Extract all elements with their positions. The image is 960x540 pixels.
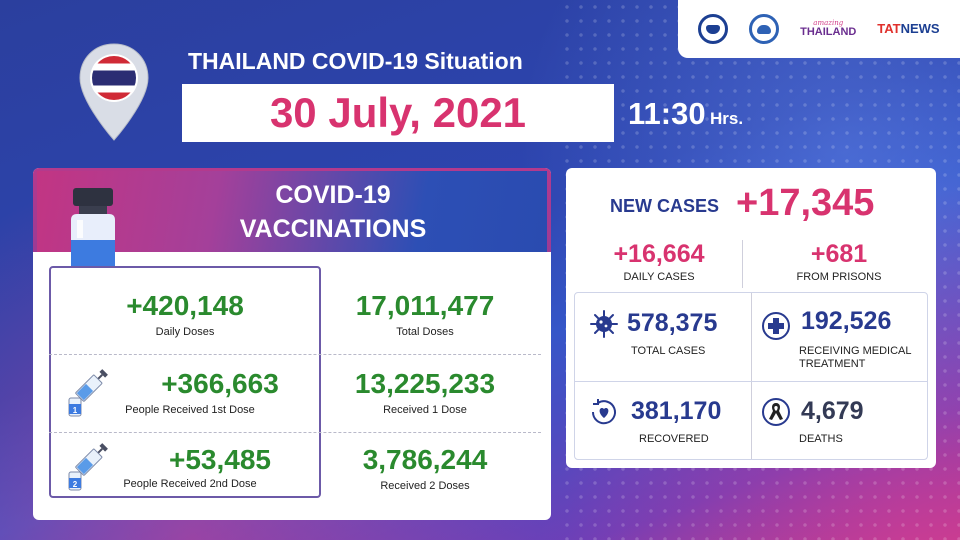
total-cases-label: TOTAL CASES — [631, 345, 706, 357]
ministry-seal-logo — [749, 14, 780, 44]
column-divider — [742, 240, 743, 288]
treatment-value-cell: 192,526 — [801, 307, 891, 335]
treatment-value: 192,526 — [801, 307, 892, 335]
daily-doses-cell: +420,148 Daily Doses — [65, 290, 305, 338]
amazing-thailand-logo: amazing THAILAND — [800, 20, 856, 38]
time-value: 11:30 — [628, 96, 706, 131]
second-dose-daily-label-cell: People Received 2nd Dose — [55, 478, 325, 490]
daily-cases-value: +16,664 — [613, 240, 705, 268]
daily-doses-label: Daily Doses — [155, 326, 215, 338]
amazing-logo-small: amazing — [813, 19, 844, 27]
new-cases-value: +17,345 — [736, 182, 875, 224]
recovered-value: 381,170 — [631, 397, 722, 425]
deaths-value-cell: 4,679 — [801, 397, 864, 425]
daily-cases-cell: +16,664 DAILY CASES — [574, 240, 744, 283]
second-dose-daily-label: People Received 2nd Dose — [123, 478, 257, 490]
total-doses-label: Total Doses — [396, 326, 454, 338]
deaths-label-cell: DEATHS — [799, 433, 843, 446]
logo-bar: amazing THAILAND TATNEWS — [678, 0, 960, 58]
first-dose-daily-label-cell: People Received 1st Dose — [55, 404, 325, 416]
second-dose-total-cell: 3,786,244 Received 2 Doses — [305, 444, 545, 492]
prison-cases-label: FROM PRISONS — [796, 271, 882, 283]
report-date: 30 July, 2021 — [269, 89, 527, 136]
recovered-value-cell: 381,170 — [631, 397, 721, 425]
second-dose-total-label: Received 2 Doses — [380, 480, 470, 492]
report-time: 11:30 Hrs. — [628, 96, 743, 132]
vaccinations-title-line2: VACCINATIONS — [239, 215, 427, 243]
grid-row-divider — [575, 381, 927, 382]
tat-news-logo: TATNEWS — [877, 22, 939, 37]
daily-doses-value: +420,148 — [126, 290, 244, 321]
vaccinations-header — [33, 168, 551, 252]
recovered-label: RECOVERED — [639, 433, 709, 445]
vaccinations-title: COVID-19 VACCINATIONS — [173, 178, 493, 246]
date-box: 30 July, 2021 — [182, 84, 614, 142]
first-dose-total-cell: 13,225,233 Received 1 Dose — [305, 368, 545, 416]
total-cases-label-cell: TOTAL CASES — [631, 345, 705, 358]
news-logo-text: NEWS — [900, 20, 940, 36]
deaths-label: DEATHS — [799, 433, 843, 445]
cases-stats-grid: 578,375 TOTAL CASES 192,526 RECEIVING ME… — [574, 292, 928, 460]
medical-cross-icon — [762, 312, 790, 340]
treatment-label-line2: TREATMENT — [799, 358, 866, 370]
daily-cases-label: DAILY CASES — [623, 271, 695, 283]
total-cases-value-cell: 578,375 — [627, 309, 717, 337]
syringe-first-dose-icon: 1 — [68, 369, 108, 417]
row-divider — [49, 432, 541, 433]
second-dose-total-value: 3,786,244 — [362, 444, 488, 475]
first-dose-daily-value: +366,663 — [161, 368, 279, 399]
treatment-label-line1: RECEIVING MEDICAL — [799, 345, 912, 357]
tat-logo-text: TAT — [877, 20, 901, 36]
treatment-label-cell: RECEIVING MEDICAL TREATMENT — [799, 345, 911, 371]
first-dose-badge: 1 — [73, 406, 78, 415]
total-cases-value: 578,375 — [627, 309, 718, 337]
new-cases-label: NEW CASES — [610, 196, 720, 216]
vaccine-vial-icon — [71, 188, 115, 268]
time-unit: Hrs. — [710, 109, 744, 128]
prison-cases-cell: +681 FROM PRISONS — [754, 240, 924, 283]
page-title: THAILAND COVID-19 Situation — [188, 48, 523, 74]
vaccinations-title-line1: COVID-19 — [275, 181, 391, 209]
prison-cases-value: +681 — [810, 240, 868, 268]
total-doses-value: 17,011,477 — [355, 290, 495, 321]
first-dose-total-label: Received 1 Dose — [383, 404, 467, 416]
second-dose-daily-cell: +53,485 — [125, 444, 315, 476]
virus-icon — [590, 310, 618, 338]
first-dose-total-value: 13,225,233 — [354, 368, 496, 399]
vaccinations-panel: COVID-19 VACCINATIONS +420,148 Daily Dos… — [33, 168, 551, 520]
government-seal-logo — [698, 14, 729, 44]
first-dose-daily-cell: +366,663 — [125, 368, 315, 400]
row-divider — [49, 354, 541, 355]
recovered-heart-icon — [591, 399, 616, 425]
cases-panel: NEW CASES +17,345 +16,664 DAILY CASES +6… — [566, 168, 936, 468]
recovered-label-cell: RECOVERED — [639, 433, 709, 446]
thailand-flag-pin-icon — [79, 43, 149, 141]
total-doses-cell: 17,011,477 Total Doses — [305, 290, 545, 338]
mourning-ribbon-icon — [762, 398, 790, 426]
first-dose-daily-label: People Received 1st Dose — [125, 404, 255, 416]
amazing-logo-big: THAILAND — [800, 26, 857, 38]
grid-column-divider — [751, 293, 752, 459]
deaths-value: 4,679 — [801, 397, 864, 425]
second-dose-badge: 2 — [73, 480, 78, 489]
second-dose-daily-value: +53,485 — [169, 444, 271, 475]
syringe-second-dose-icon: 2 — [68, 443, 108, 491]
daily-doses-frame — [49, 266, 321, 498]
